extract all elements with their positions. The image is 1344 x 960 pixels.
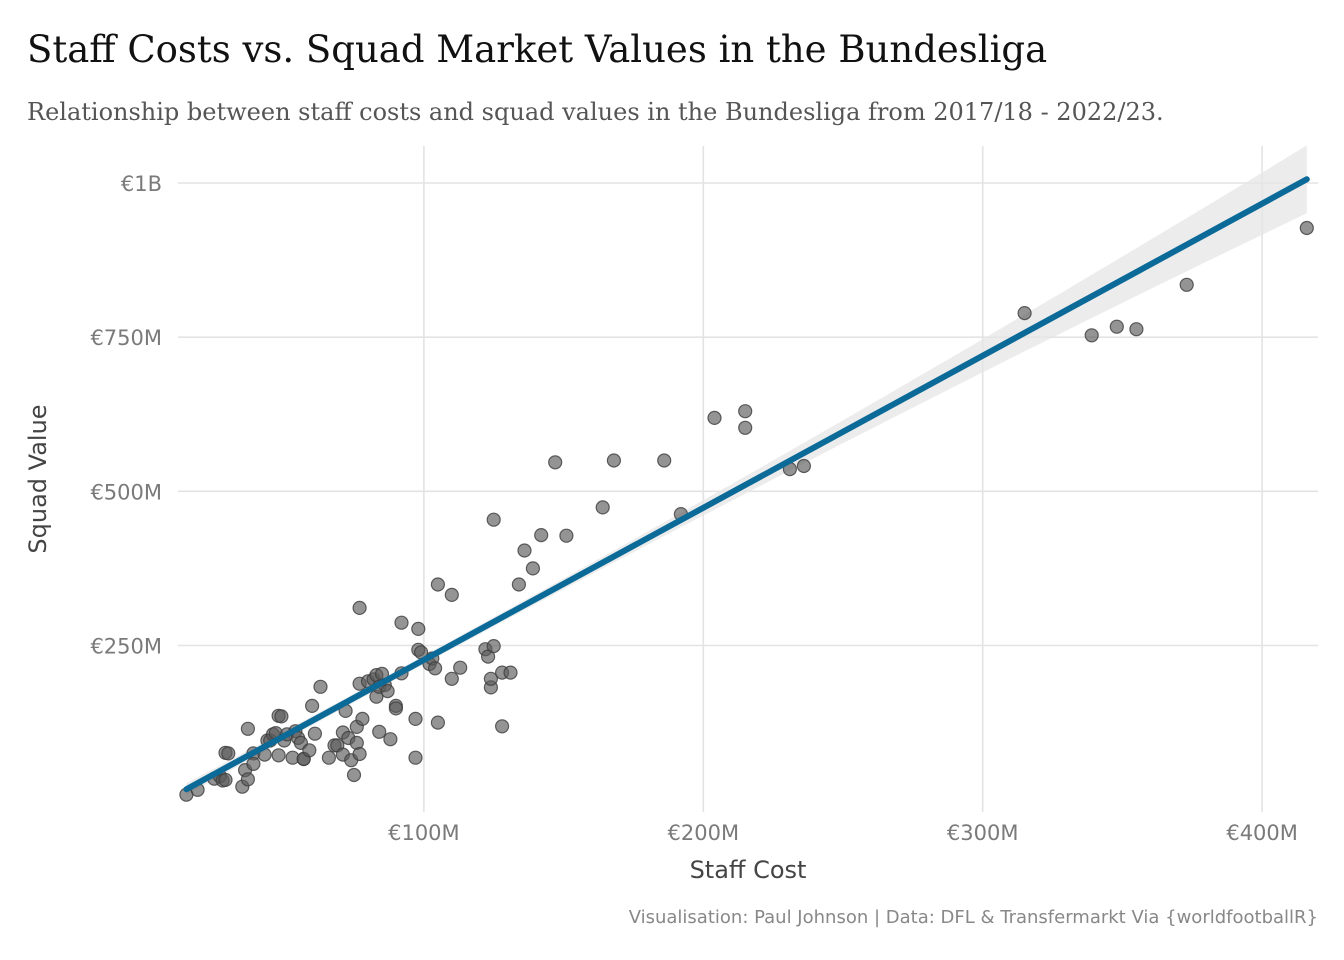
data-point (352, 600, 367, 616)
y-tick-label: €250M (90, 635, 162, 659)
y-tick-label: €750M (90, 326, 162, 350)
data-points (179, 220, 1314, 802)
data-point (483, 671, 498, 686)
data-point (321, 750, 336, 765)
data-point (595, 500, 610, 515)
data-point (274, 709, 289, 724)
trend-line-layer (183, 176, 1310, 793)
data-point (388, 701, 403, 716)
data-point (1017, 306, 1032, 321)
data-point (408, 750, 423, 765)
data-point (548, 455, 563, 470)
data-point (240, 721, 255, 736)
data-point (444, 671, 459, 686)
x-tick-label: €300M (947, 821, 1019, 845)
data-point (495, 719, 510, 734)
data-point (738, 420, 753, 435)
data-point (1129, 322, 1144, 337)
chart-subtitle: Relationship between staff costs and squ… (27, 98, 1164, 126)
x-tick-label: €200M (668, 821, 740, 845)
data-point (796, 458, 812, 474)
data-point (352, 746, 367, 762)
data-point (313, 679, 328, 694)
data-point (534, 527, 549, 543)
data-point (411, 621, 426, 637)
data-point (218, 772, 233, 788)
data-point (738, 404, 753, 419)
data-point (606, 453, 622, 468)
x-tick-label: €400M (1226, 821, 1298, 845)
data-point (517, 543, 532, 558)
x-axis-title: Staff Cost (690, 856, 807, 884)
confidence-ribbon-layer (186, 145, 1307, 796)
data-point (240, 772, 255, 787)
data-point (346, 767, 362, 783)
data-point (305, 698, 320, 714)
chart-title: Staff Costs vs. Squad Market Values in t… (27, 28, 1048, 71)
y-tick-label: €1B (121, 172, 162, 196)
data-point (657, 453, 672, 468)
chart-caption: Visualisation: Paul Johnson | Data: DFL … (628, 907, 1318, 928)
data-point (511, 577, 527, 592)
data-point (271, 748, 286, 763)
confidence-ribbon (186, 145, 1307, 796)
data-point (383, 732, 398, 747)
data-point (372, 724, 387, 739)
data-point (430, 577, 445, 592)
data-point (430, 715, 445, 730)
data-point (246, 756, 261, 772)
x-tick-label: €100M (388, 821, 460, 845)
data-point (355, 711, 370, 727)
data-point (394, 615, 409, 630)
data-point (1299, 220, 1314, 236)
data-point (408, 711, 423, 727)
y-tick-label: €500M (90, 480, 162, 504)
data-point (486, 638, 501, 654)
data-point (302, 743, 317, 758)
data-point (444, 587, 459, 603)
data-point (428, 661, 443, 676)
data-point (559, 528, 574, 543)
data-point (1179, 277, 1194, 292)
data-point (453, 660, 468, 675)
data-point (380, 683, 395, 699)
data-point (503, 665, 518, 680)
data-point (525, 561, 541, 576)
data-point (307, 726, 322, 741)
data-point (1109, 319, 1124, 334)
data-point (1084, 328, 1099, 343)
tick-labels: €100M €200M €300M €400M €250M €500M €750M €1B (90, 172, 1297, 845)
trend-line (183, 176, 1310, 793)
data-point (221, 746, 236, 761)
y-axis-title: Squad Value (24, 404, 52, 553)
data-point (486, 512, 501, 527)
grid (178, 146, 1318, 812)
data-point (707, 410, 722, 425)
